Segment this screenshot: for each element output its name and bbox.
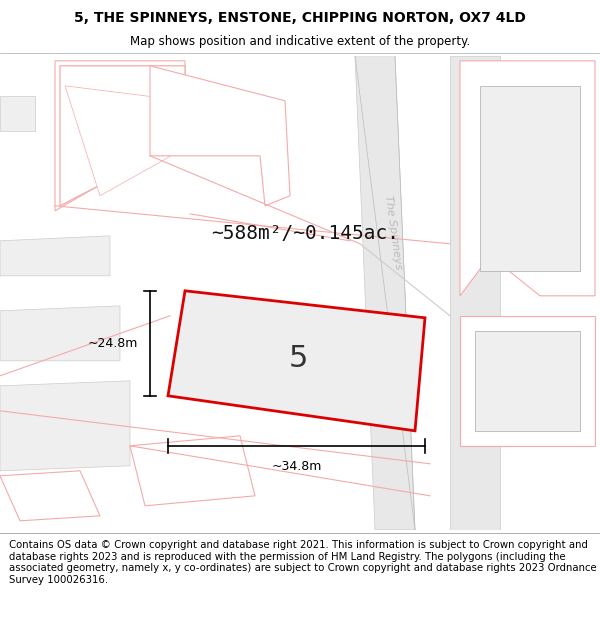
Polygon shape — [0, 306, 120, 361]
Polygon shape — [460, 61, 595, 296]
Polygon shape — [480, 86, 580, 271]
Polygon shape — [168, 291, 425, 431]
Polygon shape — [150, 66, 290, 206]
Polygon shape — [55, 61, 185, 211]
Polygon shape — [0, 236, 110, 276]
Polygon shape — [355, 56, 415, 530]
Polygon shape — [65, 86, 185, 196]
Text: Map shows position and indicative extent of the property.: Map shows position and indicative extent… — [130, 34, 470, 48]
Polygon shape — [0, 96, 35, 131]
Text: 5, THE SPINNEYS, ENSTONE, CHIPPING NORTON, OX7 4LD: 5, THE SPINNEYS, ENSTONE, CHIPPING NORTO… — [74, 11, 526, 24]
Text: ~34.8m: ~34.8m — [271, 460, 322, 472]
Polygon shape — [0, 381, 130, 471]
Polygon shape — [460, 316, 595, 446]
Polygon shape — [475, 331, 580, 431]
Text: The Spinneys: The Spinneys — [383, 195, 403, 271]
Polygon shape — [0, 471, 100, 521]
Text: Contains OS data © Crown copyright and database right 2021. This information is : Contains OS data © Crown copyright and d… — [9, 540, 596, 585]
Text: 5: 5 — [289, 344, 308, 373]
Text: The Spinneys: The Spinneys — [360, 340, 380, 416]
Polygon shape — [60, 66, 185, 206]
Text: ~588m²/~0.145ac.: ~588m²/~0.145ac. — [211, 224, 399, 243]
Text: ~24.8m: ~24.8m — [88, 337, 138, 350]
Polygon shape — [130, 436, 255, 506]
Polygon shape — [450, 56, 500, 530]
